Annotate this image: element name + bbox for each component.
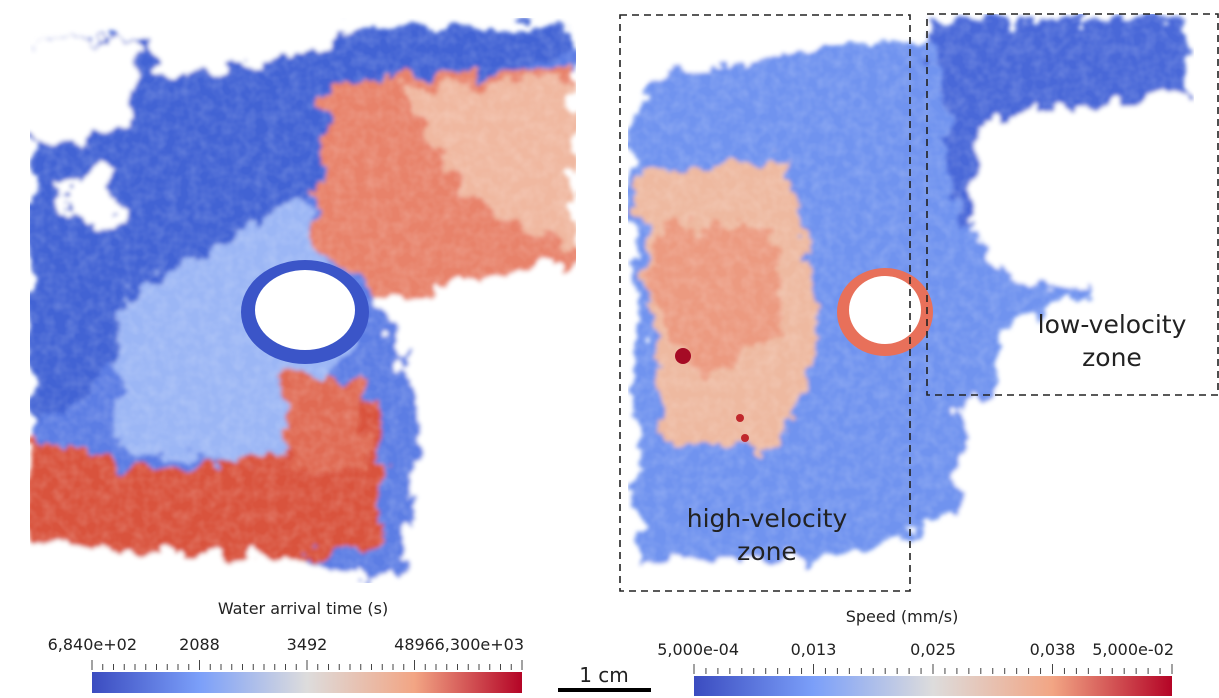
- colorbar-tick-label: 0,038: [1030, 640, 1076, 659]
- colorbar-tick-label: 4896: [394, 635, 435, 654]
- colorbar-tick-label: 6,300e+03: [435, 635, 524, 654]
- zone-label: zone: [737, 537, 797, 566]
- zone-label: low-velocity: [1038, 310, 1187, 339]
- colorbar-tick-label: 3492: [287, 635, 328, 654]
- scale-bar-label: 1 cm: [579, 663, 629, 687]
- speed-map: [628, 14, 1194, 592]
- zone-label: high-velocity: [687, 504, 848, 533]
- zone-box: [926, 13, 1219, 396]
- colorbar: [92, 672, 522, 693]
- colorbar-tick-label: 2088: [179, 635, 220, 654]
- zone-label: zone: [1082, 343, 1142, 372]
- colorbar: [694, 676, 1172, 696]
- colorbar-tick-label: 6,840e+02: [48, 635, 137, 654]
- zone-box: [619, 14, 911, 592]
- colorbar-title: Speed (mm/s): [846, 607, 959, 626]
- arrival-time-map: [30, 18, 576, 583]
- colorbar-tick-label: 5,000e-02: [1092, 640, 1174, 659]
- colorbar-tick-label: 5,000e-04: [657, 640, 739, 659]
- colorbar-title: Water arrival time (s): [218, 599, 388, 618]
- colorbar-tick-label: 0,025: [910, 640, 956, 659]
- colorbar-tick-label: 0,013: [791, 640, 837, 659]
